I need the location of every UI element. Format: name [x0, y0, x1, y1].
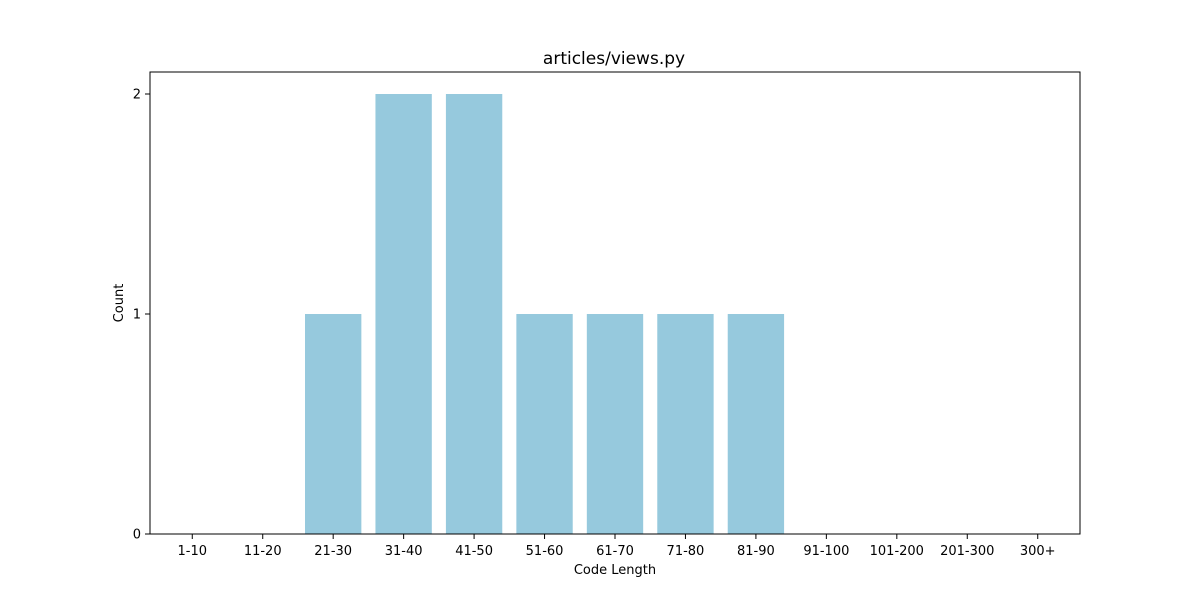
x-tick-label: 51-60: [526, 544, 564, 559]
chart-title: articles/views.py: [543, 49, 685, 69]
y-tick-label: 0: [133, 528, 141, 543]
x-tick-label: 101-200: [870, 544, 924, 559]
x-tick-label: 21-30: [314, 544, 352, 559]
bar-31-40: [375, 94, 432, 534]
x-axis-label: Code Length: [574, 563, 656, 578]
bar-51-60: [516, 314, 573, 534]
x-axis: 1-10 11-20 21-30 31-40 41-50 51-60 61-70 71-80 8…: [178, 534, 1056, 559]
y-axis: 0 1 2: [133, 88, 150, 543]
x-tick-label: 61-70: [596, 544, 634, 559]
x-tick-label: 201-300: [940, 544, 994, 559]
y-tick-label: 2: [133, 88, 141, 103]
bar-81-90: [727, 314, 785, 534]
y-tick-label: 1: [133, 308, 141, 323]
x-tick-label: 31-40: [385, 544, 423, 559]
bar-61-70: [586, 314, 644, 534]
x-tick-label: 91-100: [803, 544, 849, 559]
bar-41-50: [445, 94, 503, 534]
y-axis-label: Count: [112, 284, 127, 323]
bars-layer: [305, 94, 785, 534]
x-tick-label: 1-10: [178, 544, 208, 559]
bar-21-30: [305, 314, 362, 534]
x-tick-label: 41-50: [455, 544, 493, 559]
x-tick-label: 71-80: [667, 544, 705, 559]
bar-71-80: [657, 314, 714, 534]
x-tick-label: 11-20: [244, 544, 282, 559]
x-tick-label: 81-90: [737, 544, 775, 559]
x-tick-label: 300+: [1020, 544, 1056, 559]
